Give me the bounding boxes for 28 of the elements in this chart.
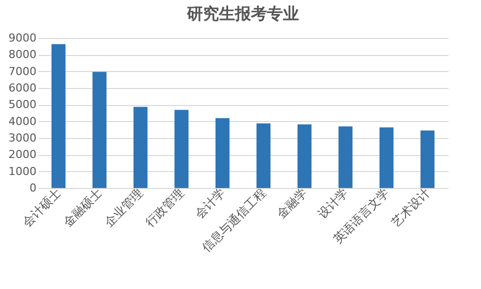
x-tick-label: 艺术设计 (388, 186, 432, 230)
bar (380, 127, 394, 188)
x-tick-label: 企业管理 (102, 186, 146, 230)
y-tick-label: 1000 (8, 164, 36, 178)
x-tick-label: 金融学 (274, 186, 310, 221)
x-tick-label: 设计学 (315, 186, 350, 221)
bar (216, 118, 230, 188)
y-tick-label: 5000 (8, 98, 36, 112)
y-tick-label: 0 (30, 182, 36, 194)
x-tick-label: 金融硕士 (60, 186, 104, 230)
y-tick-label: 7000 (8, 64, 36, 78)
y-tick-label: 4000 (8, 114, 36, 128)
bar (52, 44, 66, 188)
bar (420, 130, 434, 188)
bar (298, 124, 312, 188)
y-tick-label: 3000 (8, 132, 36, 144)
chart-title: 研究生报考专业 (186, 4, 299, 23)
y-tick-label: 6000 (8, 82, 36, 94)
y-tick-label: 9000 (8, 32, 36, 44)
bar (338, 126, 352, 188)
bar (134, 106, 148, 188)
y-tick-label: 8000 (8, 48, 36, 62)
y-tick-label: 2000 (8, 148, 36, 162)
bar (92, 72, 106, 188)
x-tick-label: 行政管理 (142, 186, 186, 230)
bar (174, 110, 188, 188)
x-tick-label: 会计学 (192, 186, 228, 221)
bar (256, 123, 270, 188)
